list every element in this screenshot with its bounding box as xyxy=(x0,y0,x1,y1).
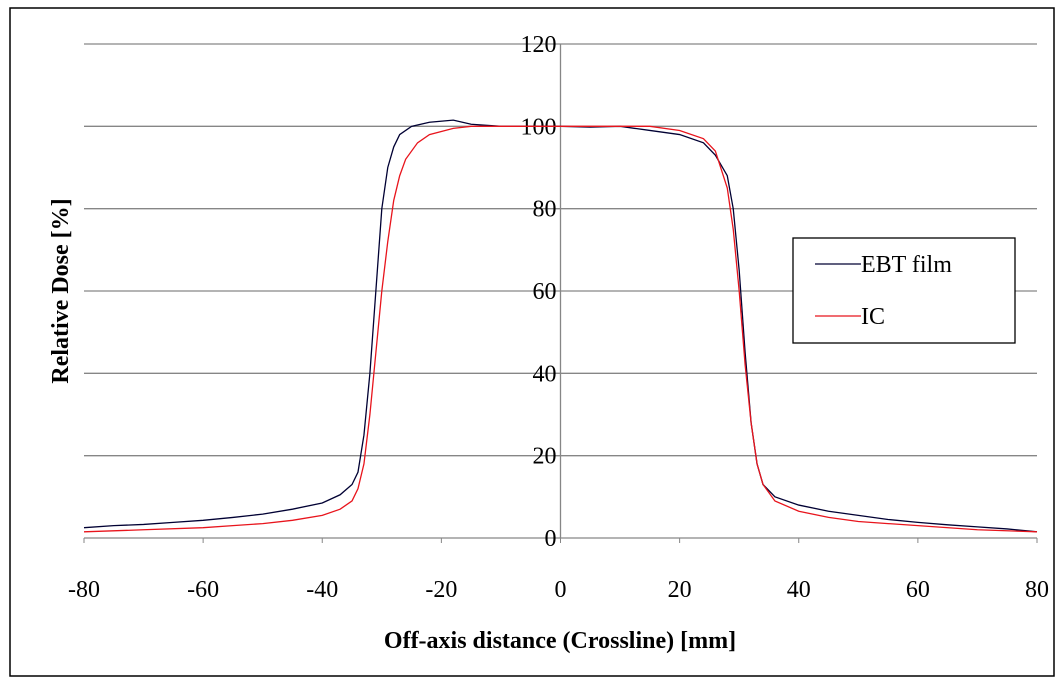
y-tick-label: 20 xyxy=(533,444,557,470)
x-tick-label: -40 xyxy=(306,577,338,603)
y-tick-label: 120 xyxy=(521,32,557,58)
y-tick-label: 80 xyxy=(533,197,557,223)
legend-box xyxy=(792,237,1016,344)
data-line xyxy=(83,125,1038,533)
y-tick-label: 60 xyxy=(533,279,557,305)
x-tick-label: -20 xyxy=(425,577,457,603)
legend-label: EBT film xyxy=(861,252,952,278)
x-tick-label: -60 xyxy=(187,577,219,603)
x-tick-label: 40 xyxy=(787,577,811,603)
y-axis-title: Relative Dose [%] xyxy=(48,198,74,383)
y-tick-label: 40 xyxy=(533,361,557,387)
x-tick-label: 20 xyxy=(668,577,692,603)
y-tick-label: 0 xyxy=(545,526,557,552)
x-axis-title: Off-axis distance (Crossline) [mm] xyxy=(384,628,736,654)
x-tick-label: -80 xyxy=(68,577,100,603)
x-tick-label: 0 xyxy=(555,577,567,603)
x-tick-label: 60 xyxy=(906,577,930,603)
y-tick-label: 100 xyxy=(521,114,557,140)
x-tick-label: 80 xyxy=(1025,577,1049,603)
legend-label: IC xyxy=(861,304,885,330)
